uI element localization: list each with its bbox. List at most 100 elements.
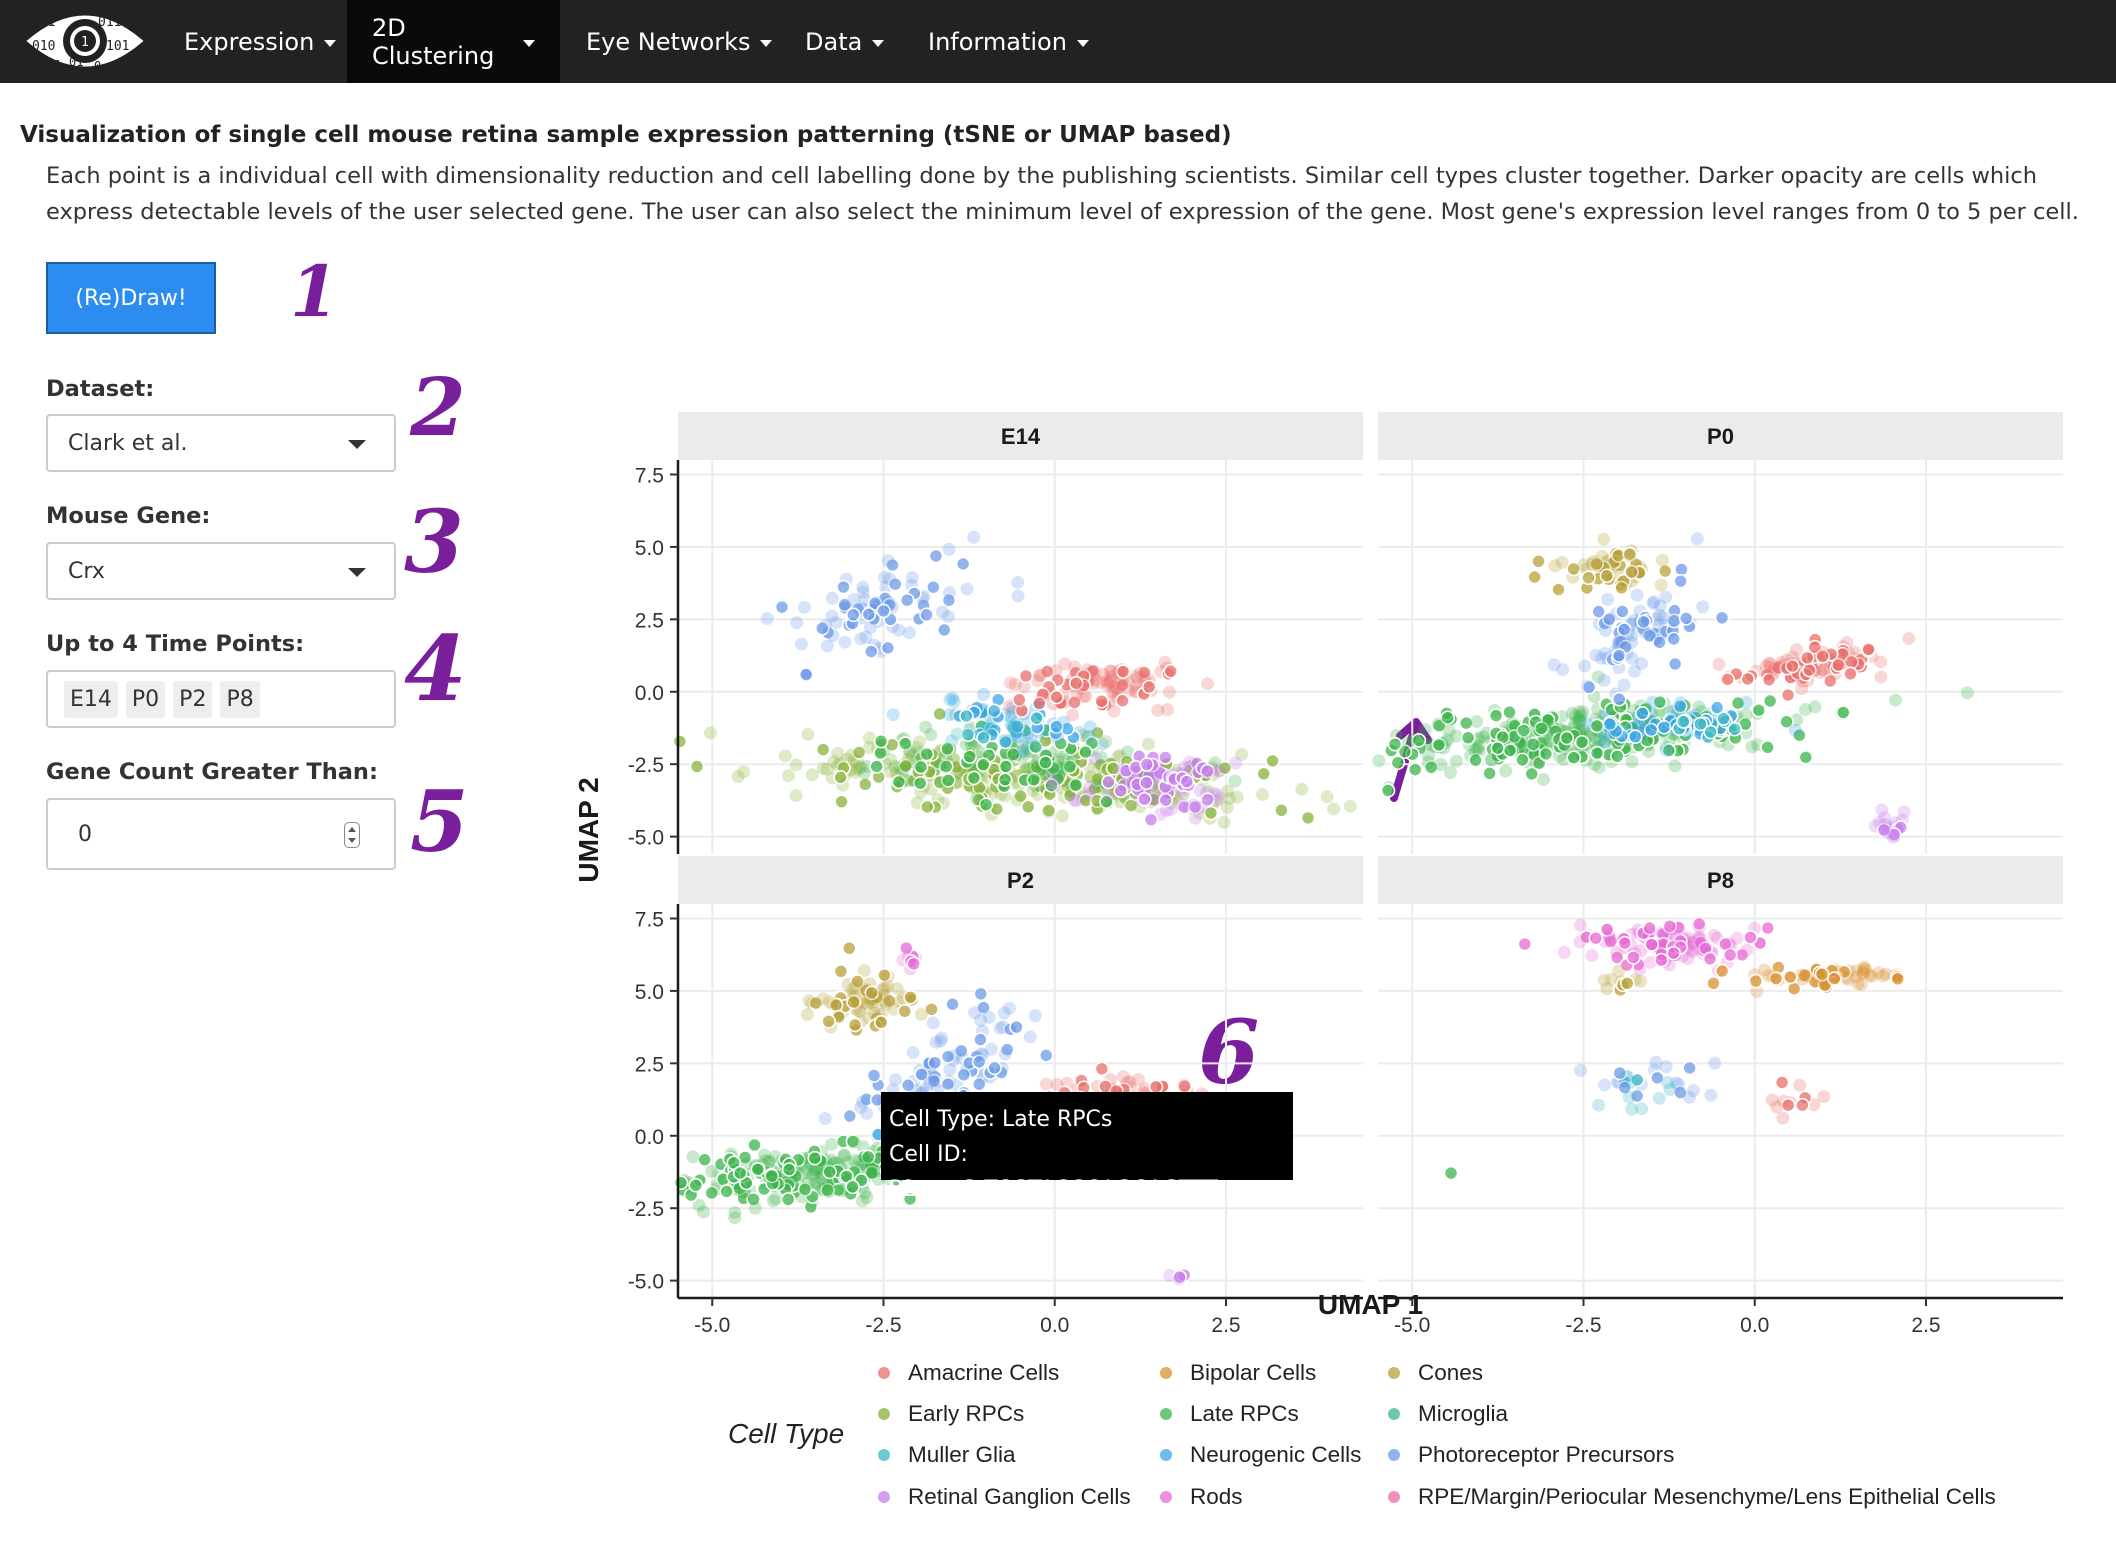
data-point (801, 1177, 815, 1191)
data-point (984, 712, 998, 726)
data-point (886, 708, 900, 722)
data-point (1722, 947, 1738, 963)
data-point (1599, 922, 1615, 937)
legend-swatch-icon (1388, 1449, 1400, 1461)
data-point (1855, 977, 1869, 991)
time-point-chip[interactable]: P2 (173, 680, 213, 718)
number-spinner-icon[interactable] (344, 822, 360, 848)
redraw-button[interactable]: (Re)Draw! (46, 262, 216, 334)
data-point (1221, 784, 1235, 798)
data-point (1537, 737, 1551, 751)
nav-data[interactable]: Data (781, 0, 908, 83)
data-point (1617, 678, 1631, 692)
data-point (1094, 750, 1108, 764)
data-point (1228, 756, 1242, 770)
data-point (971, 1054, 987, 1070)
data-point (926, 1069, 940, 1083)
data-point (1592, 761, 1606, 775)
data-point (1652, 1091, 1666, 1105)
data-point (1609, 950, 1625, 965)
data-point (976, 1048, 990, 1062)
nav-2d-clustering[interactable]: 2D Clustering (347, 0, 560, 83)
data-point (959, 708, 974, 724)
data-point (1598, 647, 1612, 661)
data-point (1794, 968, 1808, 982)
mouse-gene-select[interactable]: Crx (46, 542, 396, 600)
logo-digits-3: 010 (32, 39, 55, 54)
eye-logo-icon[interactable]: 001 0110 010 101 01 1 01 0 (26, 4, 144, 78)
data-point (1502, 743, 1518, 758)
nav-eye-networks[interactable]: Eye Networks (562, 0, 796, 83)
time-point-chip[interactable]: P8 (220, 680, 260, 718)
data-point (1100, 678, 1114, 692)
y-tick-label: 5.0 (635, 537, 664, 560)
data-point (833, 964, 849, 979)
data-point (1813, 665, 1827, 679)
data-point (746, 1191, 761, 1207)
data-point (1665, 922, 1679, 936)
data-point (1850, 970, 1864, 984)
data-point (825, 591, 839, 605)
data-point (955, 556, 971, 572)
data-point (1482, 766, 1497, 781)
data-point (1658, 928, 1672, 942)
data-point (1517, 936, 1533, 952)
nav-information[interactable]: Information (904, 0, 1113, 83)
data-point (1163, 663, 1179, 679)
data-point (902, 752, 916, 766)
facet-label: P2 (1007, 868, 1034, 893)
data-point (1842, 646, 1856, 660)
data-point (1617, 1080, 1633, 1095)
dataset-select[interactable]: Clark et al. (46, 414, 396, 472)
page-description: Each point is a individual cell with dim… (46, 163, 2079, 225)
data-point (863, 644, 879, 659)
data-point (1477, 730, 1491, 744)
data-point (841, 1155, 855, 1169)
data-point (1591, 604, 1606, 619)
data-point (1572, 710, 1586, 724)
data-point (1066, 754, 1080, 768)
umap-faceted-scatter-chart: E14 7.5 5.0 2.5 0.0 -2.5 -5.0 P0 P2 7.5 5.0 2.5 0.0 -… (573, 412, 2063, 1337)
data-point (1183, 760, 1197, 774)
data-point (876, 983, 890, 997)
data-point (1217, 760, 1233, 776)
data-point (1502, 704, 1517, 720)
data-point (1016, 744, 1030, 758)
data-point (1011, 730, 1025, 744)
data-point (1652, 705, 1666, 719)
chevron-down-icon (324, 39, 337, 47)
data-point (1682, 1060, 1697, 1076)
data-point (1887, 829, 1901, 843)
data-point (672, 734, 688, 749)
data-point (1661, 743, 1677, 758)
y-axis-title: UMAP 2 (573, 777, 604, 882)
data-point (1604, 973, 1618, 987)
data-point (821, 1014, 836, 1029)
gene-count-input[interactable]: 0 (46, 798, 396, 870)
data-point (1800, 969, 1814, 983)
data-point (1617, 935, 1633, 951)
data-point (1574, 714, 1588, 728)
page-title: Visualization of single cell mouse retin… (20, 122, 1232, 148)
data-point (800, 1008, 814, 1022)
data-point (1588, 930, 1604, 946)
time-point-chip[interactable]: E14 (64, 680, 118, 718)
data-point (976, 757, 991, 773)
data-point (1780, 687, 1796, 703)
data-point (1652, 694, 1668, 710)
data-point (1528, 723, 1542, 737)
data-point (1031, 674, 1045, 688)
annotation-1: 1 (290, 250, 339, 333)
data-point (1041, 803, 1057, 818)
data-point (1036, 766, 1050, 780)
data-point (1083, 720, 1097, 734)
time-point-chip[interactable]: P0 (125, 680, 166, 718)
data-point (1666, 705, 1680, 719)
data-point (851, 745, 867, 760)
time-points-select[interactable]: E14 P0 P2 P8 (46, 670, 396, 728)
nav-expression[interactable]: Expression (160, 0, 360, 83)
facet-label: P8 (1707, 868, 1734, 893)
gene-count-value: 0 (78, 821, 92, 847)
data-point (1046, 772, 1060, 786)
data-point (1597, 728, 1611, 742)
